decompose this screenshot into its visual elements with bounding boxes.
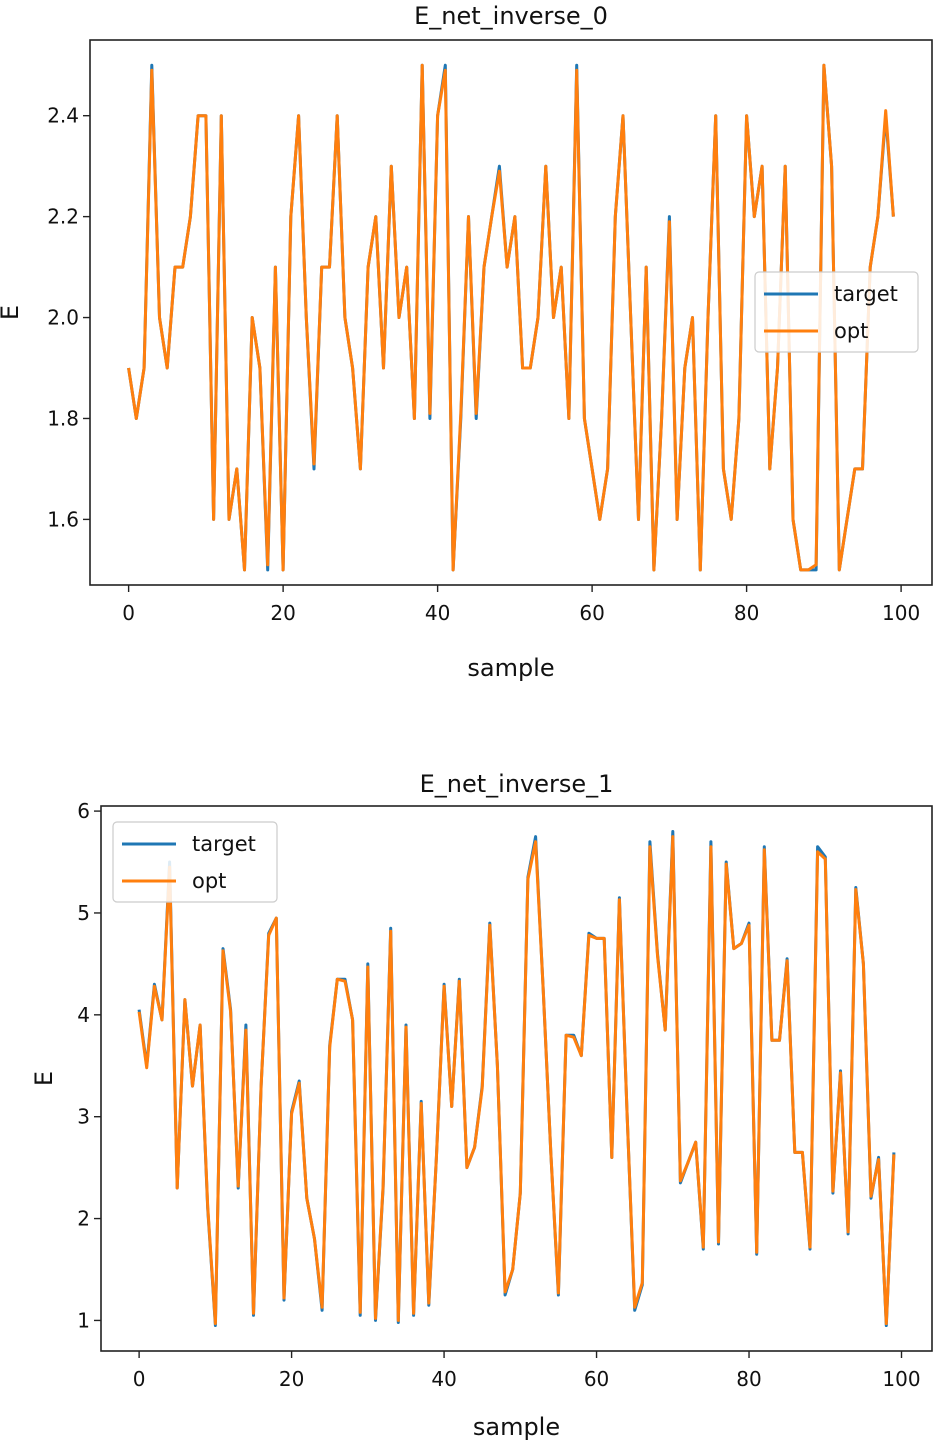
legend-label-target: target xyxy=(192,832,256,856)
x-tick-label: 0 xyxy=(133,1367,146,1391)
legend-label-opt: opt xyxy=(192,869,226,893)
x-tick-label: 100 xyxy=(882,1367,920,1391)
legend-label-opt: opt xyxy=(834,319,868,343)
x-tick-label: 40 xyxy=(425,601,450,625)
y-axis-label: E xyxy=(30,1071,58,1086)
y-tick-label: 6 xyxy=(77,799,90,823)
y-tick-label: 2.4 xyxy=(47,104,79,128)
chart-title: E_net_inverse_0 xyxy=(414,2,608,30)
y-tick-label: 5 xyxy=(77,901,90,925)
legend: target opt xyxy=(754,271,919,353)
legend: target opt xyxy=(112,821,278,903)
x-axis-label: sample xyxy=(473,1413,560,1441)
x-tick-label: 80 xyxy=(736,1367,761,1391)
y-tick-label: 2.2 xyxy=(47,205,79,229)
y-tick-label: 1.6 xyxy=(47,507,79,531)
legend-label-target: target xyxy=(834,282,898,306)
axes-frame xyxy=(100,805,933,1352)
x-tick-label: 100 xyxy=(882,601,920,625)
x-tick-label: 0 xyxy=(122,601,135,625)
subplot-0: E_net_inverse_0 0 20 40 60 80 100 1.6 1.8 2.0 2.2 2… xyxy=(0,2,933,682)
y-tick-label: 2.0 xyxy=(47,306,79,330)
y-tick-label: 2 xyxy=(77,1207,90,1231)
y-tick-label: 1.8 xyxy=(47,406,79,430)
axes-frame xyxy=(89,39,933,586)
y-tick-label: 3 xyxy=(77,1105,90,1129)
y-tick-label: 4 xyxy=(77,1003,90,1027)
x-tick-label: 80 xyxy=(734,601,759,625)
x-tick-label: 20 xyxy=(279,1367,304,1391)
x-tick-label: 40 xyxy=(431,1367,456,1391)
series-line-opt xyxy=(137,835,896,1325)
x-tick-label: 60 xyxy=(579,601,604,625)
y-axis-label: E xyxy=(0,305,24,320)
x-tick-label: 60 xyxy=(584,1367,609,1391)
subplot-1: E_net_inverse_1 0 20 40 60 80 100 1 2 3 4 5 6 sample E… xyxy=(30,770,933,1441)
y-tick-label: 1 xyxy=(77,1308,90,1332)
x-tick-label: 20 xyxy=(270,601,295,625)
chart-title: E_net_inverse_1 xyxy=(420,770,614,798)
x-axis-label: sample xyxy=(467,654,554,682)
